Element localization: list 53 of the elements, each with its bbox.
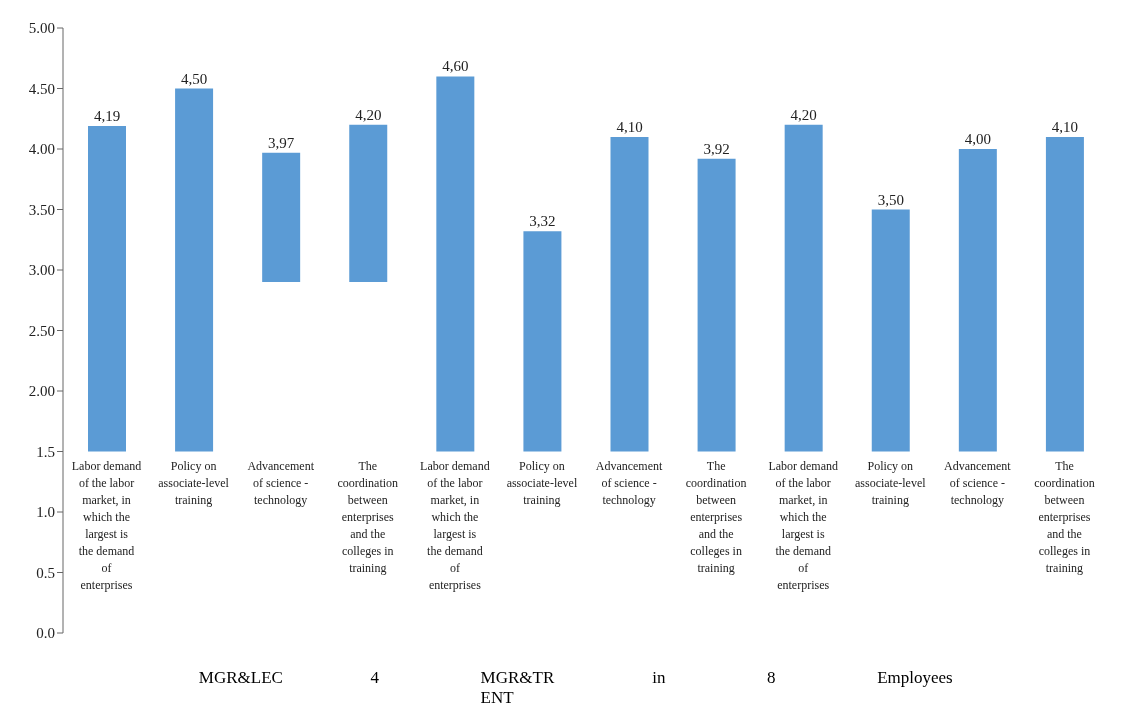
text: MGR&TR ENT: [480, 668, 555, 708]
x-tick-label: Labor demand of the labor market, in which the largest is the demand of enterprises: [71, 458, 142, 592]
x-tick-label: Advancement of science - technology: [247, 458, 315, 507]
x-tick-label: The coordination between enterprises and the colleges in training: [685, 458, 747, 575]
y-tick-label: 3.50: [28, 201, 55, 218]
data-label: 3,32: [529, 213, 556, 230]
text: 8: [767, 668, 776, 689]
x-tick-label: Advancement of science - technology: [595, 458, 664, 507]
y-tick-label: 1.5: [36, 443, 55, 460]
data-label: 4,10: [616, 118, 643, 135]
y-tick-label: 1.0: [36, 504, 55, 521]
x-tick-label: Labor demand of the labor market, in which the largest is the demand of enterprises: [420, 458, 490, 592]
y-tick-label: 2.50: [28, 322, 55, 339]
bar: [610, 136, 649, 452]
bar: [262, 152, 301, 283]
data-label: 3,92: [703, 140, 730, 157]
data-label: 3,50: [877, 191, 904, 208]
data-label: 4,60: [442, 58, 469, 75]
data-label: 4,20: [790, 106, 817, 123]
y-tick-label: 4.50: [28, 80, 55, 97]
x-tick-label: Labor demand of the labor market, in which the largest is the demand of enterprises: [768, 458, 839, 592]
data-label: 3,97: [268, 134, 295, 151]
bar: [784, 124, 823, 452]
text: in: [652, 668, 666, 689]
bar: [958, 149, 997, 452]
x-tick-label: The coordination between enterprises and the colleges in training: [1034, 458, 1095, 575]
data-label: 4,19: [93, 108, 121, 125]
y-tick-label: 5.00: [28, 20, 55, 37]
x-tick-label: Advancement of science - technology: [944, 458, 1012, 507]
y-tick-label: 0.0: [36, 625, 55, 642]
x-tick-label: Policy on associate-level training: [506, 458, 578, 507]
bar: [436, 76, 475, 452]
y-tick-label: 3.00: [28, 262, 55, 279]
bar: [871, 209, 910, 452]
bar: [697, 158, 736, 452]
data-label: 4,00: [964, 131, 991, 147]
text: Employees: [877, 668, 953, 689]
y-tick-label: 2.00: [28, 383, 55, 400]
data-label: 4,50: [180, 70, 208, 87]
bar: [88, 126, 126, 452]
bar: [175, 88, 214, 452]
y-tick-label: 0.5: [36, 564, 55, 581]
x-tick-label: The coordination between enterprises and the colleges in training: [337, 458, 399, 575]
y-tick-label: 4.00: [28, 141, 55, 158]
data-label: 4,10: [1051, 118, 1079, 135]
x-tick-label: Policy on associate-level training: [158, 458, 230, 507]
bar: [523, 231, 562, 452]
text: MGR&LEC: [198, 668, 283, 689]
text: 4: [370, 668, 379, 689]
x-tick-label: Policy on associate-level training: [854, 458, 927, 507]
data-label: 4,20: [355, 106, 382, 123]
bar: [349, 124, 388, 283]
bar: [1045, 136, 1084, 452]
